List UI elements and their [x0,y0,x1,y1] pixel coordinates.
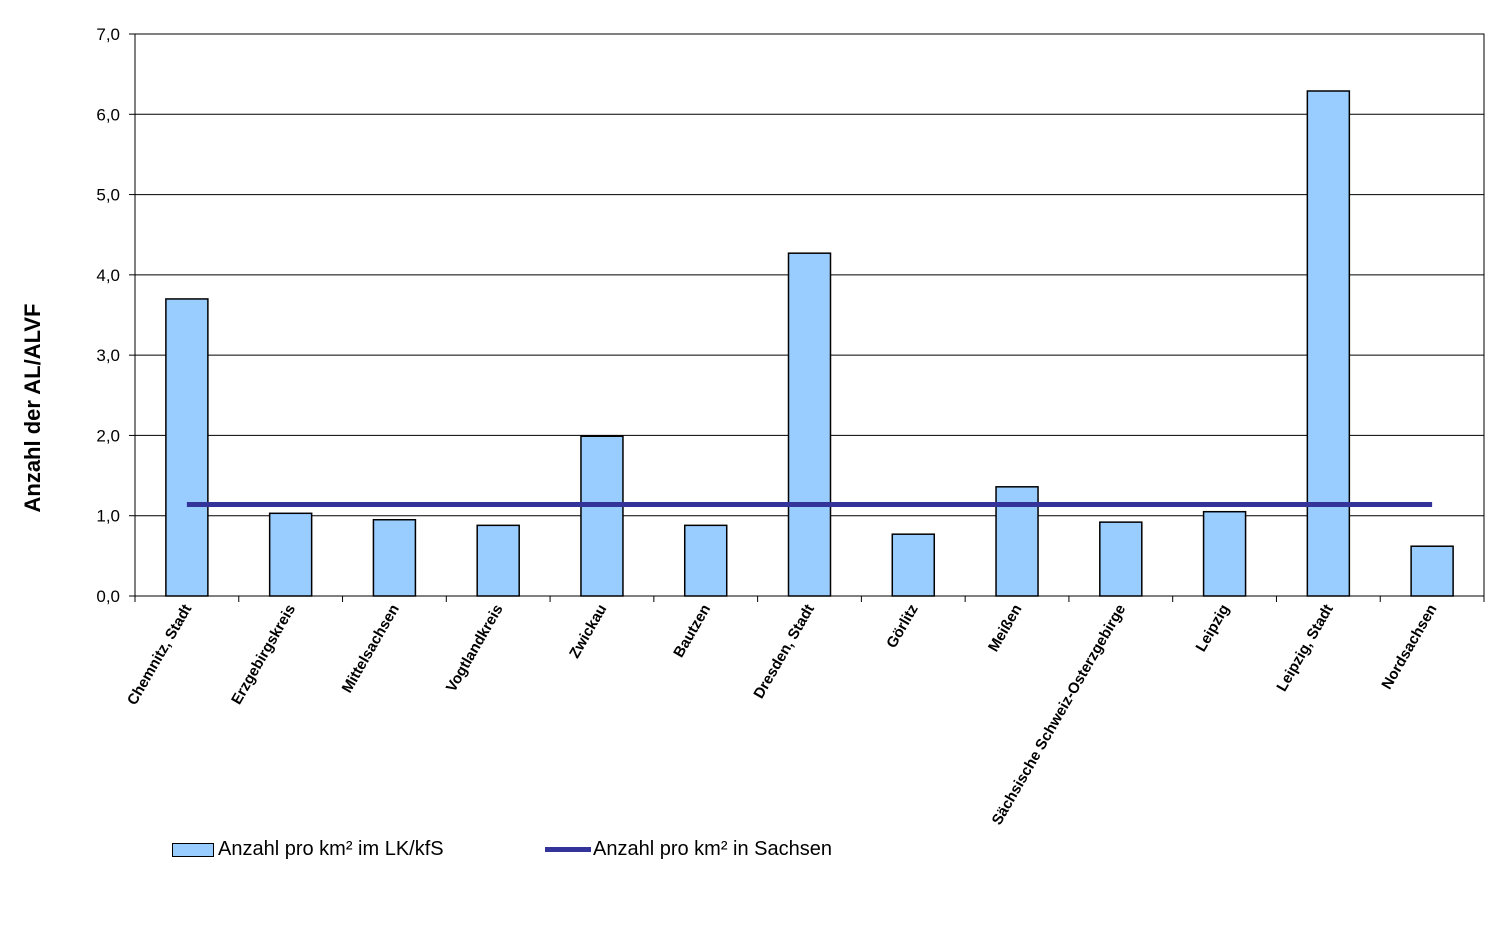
x-tick-label: Vogtlandkreis [443,602,507,695]
x-tick-label: Zwickau [566,602,610,662]
legend-label-line: Anzahl pro km² in Sachsen [593,838,833,860]
y-tick-label: 6,0 [96,105,120,124]
y-tick-labels: 0,0 1,0 2,0 3,0 4,0 5,0 6,0 7,0 [96,25,120,606]
x-tick-label: Leipzig, Stadt [1273,601,1336,694]
y-tick-label: 4,0 [96,266,120,285]
x-tick-label: Nordsachsen [1378,602,1440,693]
x-tick-label: Chemnitz, Stadt [124,602,195,709]
bar [476,524,520,597]
x-tick-label: Leipzig [1192,602,1233,655]
x-tick-label: Mittelsachsen [339,602,403,696]
legend-item-bars: Anzahl pro km² im LK/kfS [172,838,444,861]
legend-bar-swatch [172,842,214,857]
y-tick-label: 3,0 [96,346,120,365]
bar [1202,510,1247,597]
legend-label-bars: Anzahl pro km² im LK/kfS [218,838,444,860]
legend-line-swatch [545,847,591,852]
x-tick-label: Erzgebirgskreis [228,602,299,708]
x-tick-labels: Chemnitz, Stadt Erzgebirgskreis Mittelsach… [124,601,1441,828]
x-tick-label: Bautzen [670,602,714,661]
x-tick-label: Meißen [985,602,1026,655]
y-axis-label: Anzahl der AL/ALVF [20,304,45,513]
bar [268,512,313,597]
axes [129,33,1485,602]
bar [165,298,209,597]
bar [683,524,728,597]
bar [1306,90,1351,597]
y-tick-label: 0,0 [96,587,120,606]
x-tick-label: Görlitz [883,602,921,652]
bar [1099,521,1143,597]
legend-item-line: Anzahl pro km² in Sachsen [545,838,832,861]
y-tick-label: 1,0 [96,507,120,526]
bar [787,252,832,597]
bar [1410,545,1454,597]
bar-series [165,90,1454,597]
y-tick-label: 2,0 [96,426,120,445]
bar [891,533,936,597]
y-tick-label: 7,0 [96,25,120,44]
plot-area-border [134,33,1485,597]
bar [580,435,624,597]
bar [372,518,417,597]
y-tick-label: 5,0 [96,186,120,205]
x-tick-label: Dresden, Stadt [750,601,818,701]
